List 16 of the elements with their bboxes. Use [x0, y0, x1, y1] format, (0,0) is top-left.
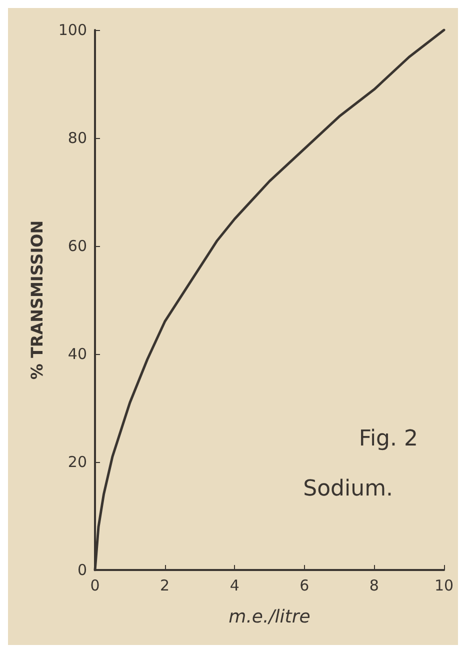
x-tick-label: 6 — [300, 576, 310, 594]
x-tick-label: 4 — [230, 576, 240, 594]
y-axis-title: % TRANSMISSION — [28, 220, 46, 380]
x-tick-label: 8 — [369, 576, 379, 594]
annotation: Fig. 2 — [358, 426, 418, 452]
x-tick-label: 0 — [90, 576, 100, 594]
annotation: Sodium. — [303, 476, 394, 502]
y-tick-label: 100 — [58, 21, 87, 39]
x-axis-title: m.e./litre — [228, 606, 310, 628]
y-tick-label: 40 — [68, 345, 87, 363]
y-tick-label: 60 — [68, 237, 87, 255]
y-tick-label: 0 — [77, 561, 87, 579]
y-tick-label: 20 — [68, 453, 87, 471]
y-tick-label: 80 — [68, 129, 87, 147]
x-tick-label: 2 — [160, 576, 170, 594]
x-tick-label: 10 — [434, 576, 454, 594]
